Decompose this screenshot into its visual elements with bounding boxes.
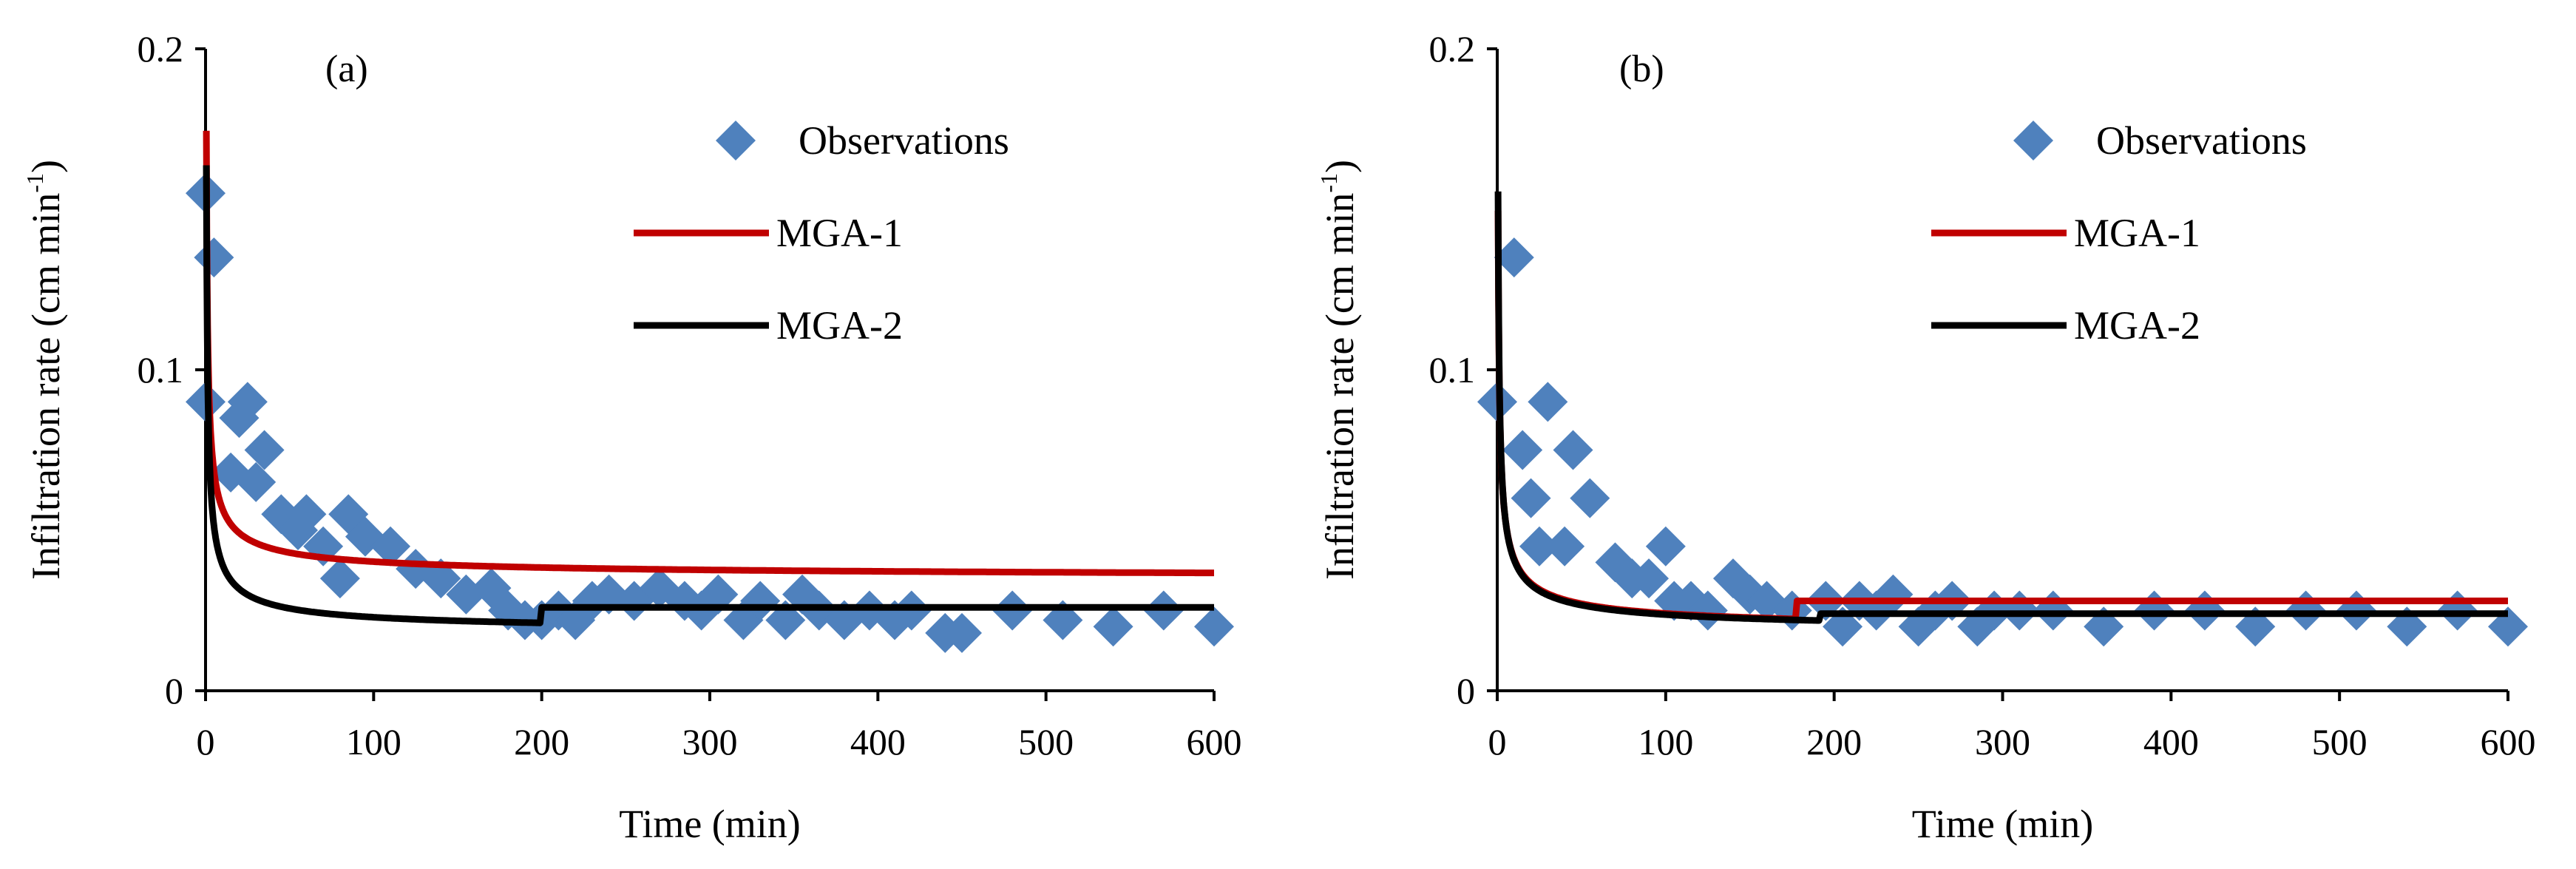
legend: Observations MGA-1 MGA-2 (1931, 118, 2307, 348)
x-tick-label: 600 (1187, 721, 1242, 763)
x-tick-label: 0 (1488, 721, 1507, 763)
observation-point (286, 494, 327, 535)
observation-point (244, 430, 285, 470)
y-axis-title: Infiltration rate (cm min-1) (1315, 160, 1362, 580)
observation-point (194, 237, 234, 278)
observations-series (186, 173, 1234, 653)
mga-1-line (1494, 210, 2510, 623)
y-tick-label: 0.2 (1429, 28, 1476, 70)
legend-observations-label: Observations (2096, 118, 2307, 163)
chart-panel-a: 0 0.1 0.2 0 100 200 300 400 500 600 Time (min) Infi… (21, 28, 1242, 846)
y-axis-title-main: Infiltration rate (cm min (24, 193, 68, 580)
observation-point (1629, 558, 1670, 599)
legend-mga-2-label: MGA-2 (2074, 303, 2200, 348)
mga-2-line (1494, 191, 2510, 624)
observation-point (942, 612, 982, 653)
y-tick-label: 0.2 (138, 28, 184, 70)
observation-point (1194, 606, 1234, 647)
x-tick-label: 400 (850, 721, 906, 763)
observation-point (319, 558, 360, 599)
x-tick-label: 300 (682, 721, 738, 763)
observations-series (1477, 237, 2528, 647)
y-axis-title-superscript: -1 (1315, 173, 1342, 193)
panel-label: (a) (325, 48, 368, 90)
x-tick-label: 300 (1975, 721, 2030, 763)
observation-point (370, 526, 411, 567)
legend-observations-label: Observations (799, 118, 1009, 163)
observation-point (1502, 430, 1543, 470)
x-tick-label: 500 (2312, 721, 2367, 763)
observation-point (1494, 237, 1534, 278)
x-tick-label: 200 (1806, 721, 1862, 763)
y-axis-title-superscript: -1 (21, 173, 48, 193)
y-tick-label: 0.1 (138, 349, 184, 390)
observation-point (1873, 574, 1914, 615)
y-tick-label: 0.1 (1429, 349, 1476, 390)
observation-point (740, 581, 781, 621)
x-tick-label: 100 (346, 721, 401, 763)
observation-point (1645, 526, 1686, 567)
x-axis-title: Time (min) (619, 802, 801, 846)
x-tick-label: 600 (2481, 721, 2536, 763)
chart-panel-b: 0 0.1 0.2 0 100 200 300 400 500 600 Time (min) Infi… (1315, 28, 2536, 846)
observation-point (1545, 526, 1585, 567)
x-axis-title: Time (min) (1912, 802, 2094, 846)
x-tick-label: 0 (197, 721, 215, 763)
legend-observations-marker (2013, 121, 2053, 160)
mga-1-line (203, 130, 1216, 577)
y-axis-title-close: ) (24, 160, 68, 173)
y-axis-title: Infiltration rate (cm min-1) (21, 160, 68, 580)
legend-mga-1-label: MGA-1 (2074, 211, 2200, 255)
panel-label: (b) (1619, 48, 1664, 90)
y-axis-title-main: Infiltration rate (cm min (1318, 193, 1362, 580)
mga-2-line (203, 165, 1216, 626)
observation-point (1570, 478, 1610, 518)
x-tick-label: 100 (1638, 721, 1693, 763)
x-tick-label: 400 (2143, 721, 2199, 763)
observation-point (1528, 382, 1568, 422)
y-tick-label: 0 (1457, 670, 1475, 711)
observation-point (1093, 606, 1133, 647)
legend-mga-1-label: MGA-1 (776, 211, 903, 255)
y-tick-label: 0 (165, 670, 183, 711)
x-tick-label: 500 (1018, 721, 1074, 763)
observation-point (236, 461, 277, 502)
y-axis-title-close: ) (1318, 160, 1362, 173)
legend-observations-marker (716, 121, 756, 160)
observation-point (1553, 430, 1593, 470)
observation-point (227, 382, 268, 422)
observation-point (1511, 478, 1551, 518)
legend-mga-2-label: MGA-2 (776, 303, 903, 348)
legend: Observations MGA-1 MGA-2 (634, 118, 1009, 348)
x-tick-label: 200 (514, 721, 569, 763)
observation-point (1519, 526, 1559, 567)
